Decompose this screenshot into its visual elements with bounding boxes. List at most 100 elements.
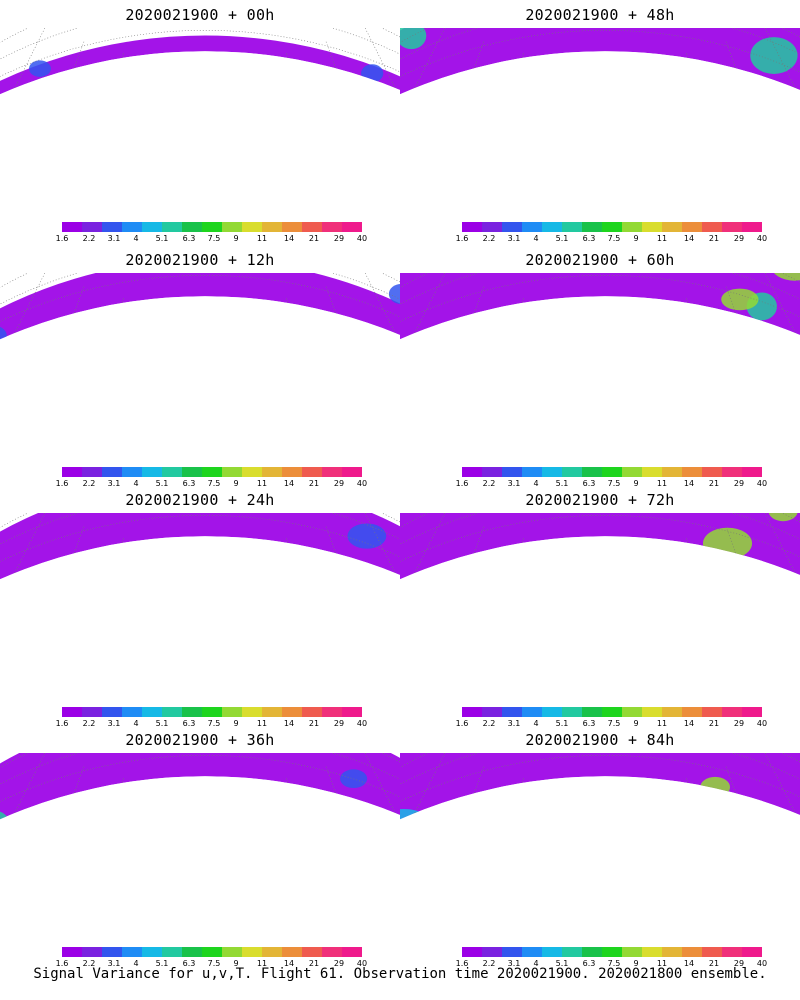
color-scale-tick-label: 21 — [708, 234, 720, 243]
color-scale-tick-label: 5.1 — [155, 479, 169, 488]
color-swatch — [182, 947, 202, 957]
color-swatch — [582, 467, 602, 477]
coastline — [439, 302, 761, 380]
meridian-line — [87, 778, 124, 860]
variance-blob — [400, 28, 427, 50]
map-panel: 2020021900 + 36h 1.6 2.2 3.1 4 5.1 6.3 7.5 9 11 14… — [0, 725, 400, 970]
color-swatch — [662, 222, 682, 232]
color-scale-bar — [62, 467, 362, 477]
color-swatch — [622, 707, 642, 717]
variance-blob — [414, 597, 449, 620]
color-scale-tick-label: 7.5 — [207, 959, 221, 968]
color-swatch — [602, 947, 622, 957]
variance-blob — [400, 131, 440, 135]
color-swatch — [142, 222, 162, 232]
color-scale-tick-label: 14 — [283, 479, 295, 488]
meridian-line — [87, 53, 124, 135]
variance-blob — [240, 571, 281, 603]
color-scale-tick-label: 7.5 — [607, 479, 621, 488]
variance-blob — [232, 816, 261, 842]
coastline — [39, 302, 361, 380]
color-scale-tick-label: 14 — [283, 234, 295, 243]
color-swatch — [62, 947, 82, 957]
color-swatch — [502, 222, 522, 232]
parallel-line — [400, 753, 800, 808]
variance-field — [0, 273, 400, 380]
color-swatch — [582, 947, 602, 957]
variance-blob — [400, 350, 404, 380]
signal-variance-map — [0, 28, 400, 135]
map-panel: 2020021900 + 48h 1.6 2.2 3.1 4 5.1 6.3 7.5 9 11 14… — [400, 0, 800, 245]
parallel-line — [400, 28, 800, 83]
variance-blob — [636, 346, 669, 380]
color-scale-tick-label: 5.1 — [555, 959, 569, 968]
color-scale-bar — [462, 467, 762, 477]
color-scale-tick-label: 6.3 — [582, 234, 596, 243]
color-scale-tick-label: 40 — [756, 719, 768, 728]
variance-blob — [770, 273, 800, 281]
parallel-line — [400, 515, 800, 594]
variance-blob — [192, 111, 218, 127]
variance-blob — [440, 382, 486, 404]
color-swatch — [322, 947, 342, 957]
variance-blob — [28, 60, 51, 77]
color-scale-tick-label: 40 — [356, 479, 368, 488]
color-swatch — [302, 947, 322, 957]
color-swatch — [62, 222, 82, 232]
color-scale-tick-label: 11 — [656, 234, 668, 243]
variance-blob — [702, 527, 753, 560]
color-scale-tick-label: 1.6 — [455, 234, 469, 243]
meridian-line — [645, 60, 665, 135]
color-swatch — [682, 947, 702, 957]
color-swatch — [662, 467, 682, 477]
color-swatch — [542, 222, 562, 232]
color-swatch — [562, 467, 582, 477]
variance-blob — [589, 819, 621, 850]
signal-variance-map — [0, 273, 400, 380]
meridian-line — [487, 538, 524, 620]
color-swatch — [82, 222, 102, 232]
color-scale-tick-label: 2.2 — [82, 234, 96, 243]
parallel-line — [0, 755, 400, 834]
meridian-line — [245, 60, 265, 135]
color-swatch — [102, 707, 122, 717]
color-swatch — [242, 947, 262, 957]
color-swatch — [742, 947, 762, 957]
color-scale-tick-label: 3.1 — [507, 479, 521, 488]
parallel-line — [0, 513, 400, 568]
color-swatch — [322, 222, 342, 232]
variance-blob — [593, 572, 645, 613]
variance-field — [400, 28, 800, 135]
color-swatch — [182, 467, 202, 477]
color-scale-tick-label: 11 — [656, 719, 668, 728]
color-swatch — [122, 467, 142, 477]
color-scale-tick-label: 40 — [756, 234, 768, 243]
color-scale-tick-label: 29 — [333, 719, 345, 728]
color-scale-tick-label: 3.1 — [107, 234, 121, 243]
color-swatch — [702, 222, 722, 232]
variance-blob — [536, 146, 580, 168]
color-scale-tick-label: 21 — [308, 959, 320, 968]
color-scale-tick-label: 4 — [533, 479, 539, 488]
variance-blob — [598, 127, 632, 135]
color-swatch — [282, 947, 302, 957]
coastline — [39, 782, 361, 860]
color-swatch — [702, 707, 722, 717]
color-scale-tick-label: 9 — [633, 719, 639, 728]
color-scale-labels: 1.6 2.2 3.1 4 5.1 6.3 7.5 9 11 14 21 29 40 — [56, 479, 367, 489]
color-swatch — [722, 222, 742, 232]
variance-blob — [5, 590, 43, 611]
figure-caption: Signal Variance for u,v,T. Flight 61. Ob… — [33, 966, 767, 982]
variance-blob — [485, 609, 531, 620]
color-scale-tick-label: 3.1 — [107, 719, 121, 728]
color-scale-tick-label: 9 — [233, 719, 239, 728]
color-scale-tick-label: 2.2 — [82, 719, 96, 728]
color-scale-tick-label: 21 — [708, 479, 720, 488]
color-scale-bar — [462, 222, 762, 232]
color-swatch — [722, 947, 742, 957]
color-scale-tick-label: 11 — [256, 959, 268, 968]
color-scale-tick-label: 11 — [656, 479, 668, 488]
color-swatch — [522, 222, 542, 232]
map-panel: 2020021900 + 72h 1.6 2.2 3.1 4 5.1 6.3 7.5 9 11 14… — [400, 485, 800, 730]
panel-title: 2020021900 + 72h — [525, 491, 675, 509]
